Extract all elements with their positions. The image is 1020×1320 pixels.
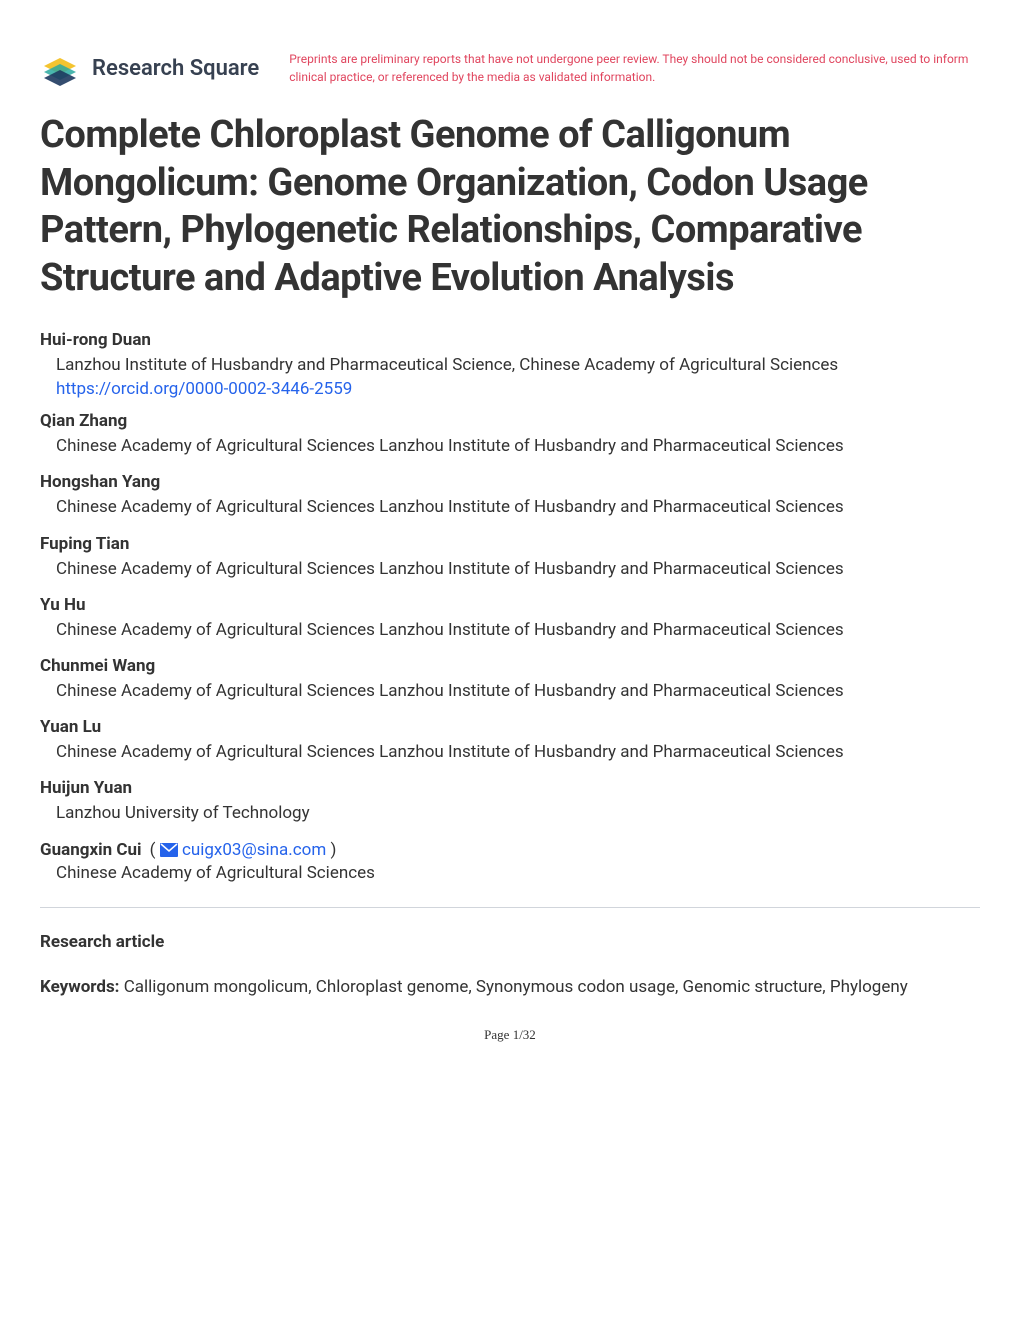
author-name: Huijun Yuan — [40, 778, 980, 798]
author-affiliation: Chinese Academy of Agricultural Sciences… — [40, 433, 980, 460]
email-icon — [160, 843, 178, 857]
corresponding-author-line: Guangxin Cui ( cuigx03@sina.com ) — [40, 840, 980, 860]
orcid-link[interactable]: https://orcid.org/0000-0002-3446-2559 — [40, 379, 980, 399]
author-block: Qian Zhang Chinese Academy of Agricultur… — [40, 411, 980, 460]
corresponding-author-block: Guangxin Cui ( cuigx03@sina.com ) Chines… — [40, 840, 980, 887]
author-name: Fuping Tian — [40, 534, 980, 554]
author-block: Hongshan Yang Chinese Academy of Agricul… — [40, 472, 980, 521]
preprint-disclaimer: Preprints are preliminary reports that h… — [289, 48, 980, 86]
keywords-text: Calligonum mongolicum, Chloroplast genom… — [124, 977, 908, 997]
corresponding-affiliation: Chinese Academy of Agricultural Sciences — [40, 860, 980, 887]
authors-section: Hui-rong Duan Lanzhou Institute of Husba… — [40, 330, 980, 887]
keywords-section: Keywords: Calligonum mongolicum, Chlorop… — [40, 974, 980, 1001]
author-affiliation: Lanzhou Institute of Husbandry and Pharm… — [40, 352, 980, 379]
corresponding-author-name: Guangxin Cui — [40, 840, 142, 860]
article-type: Research article — [40, 932, 980, 952]
author-block: Chunmei Wang Chinese Academy of Agricult… — [40, 656, 980, 705]
author-affiliation: Chinese Academy of Agricultural Sciences… — [40, 494, 980, 521]
article-title: Complete Chloroplast Genome of Calligonu… — [40, 112, 980, 302]
author-affiliation: Lanzhou University of Technology — [40, 800, 980, 827]
author-name: Qian Zhang — [40, 411, 980, 431]
author-affiliation: Chinese Academy of Agricultural Sciences… — [40, 678, 980, 705]
author-name: Hui-rong Duan — [40, 330, 980, 350]
author-affiliation: Chinese Academy of Agricultural Sciences… — [40, 617, 980, 644]
author-name: Chunmei Wang — [40, 656, 980, 676]
author-block: Yuan Lu Chinese Academy of Agricultural … — [40, 717, 980, 766]
corresponding-email-link[interactable]: cuigx03@sina.com — [182, 840, 326, 860]
author-block: Hui-rong Duan Lanzhou Institute of Husba… — [40, 330, 980, 399]
logo-section[interactable]: Research Square — [40, 48, 259, 88]
research-square-logo-icon — [40, 48, 80, 88]
keywords-label: Keywords: — [40, 977, 119, 997]
header-row: Research Square Preprints are preliminar… — [40, 48, 980, 88]
logo-text: Research Square — [92, 56, 259, 81]
page-number-footer: Page 1/32 — [40, 1027, 980, 1043]
author-block: Fuping Tian Chinese Academy of Agricultu… — [40, 534, 980, 583]
author-name: Yu Hu — [40, 595, 980, 615]
section-divider — [40, 907, 980, 908]
author-name: Hongshan Yang — [40, 472, 980, 492]
author-affiliation: Chinese Academy of Agricultural Sciences… — [40, 739, 980, 766]
author-name: Yuan Lu — [40, 717, 980, 737]
author-block: Yu Hu Chinese Academy of Agricultural Sc… — [40, 595, 980, 644]
corresponding-email-wrapper: ( cuigx03@sina.com ) — [145, 840, 336, 860]
author-block: Huijun Yuan Lanzhou University of Techno… — [40, 778, 980, 827]
author-affiliation: Chinese Academy of Agricultural Sciences… — [40, 556, 980, 583]
